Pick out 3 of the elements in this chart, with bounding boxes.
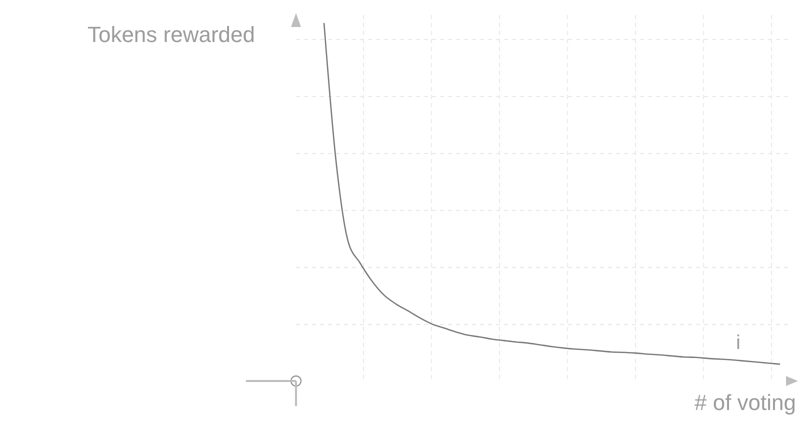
annotation: i <box>736 332 740 355</box>
y-axis-title: Tokens rewarded <box>87 22 255 48</box>
x-axis-title: # of voting <box>694 390 796 416</box>
